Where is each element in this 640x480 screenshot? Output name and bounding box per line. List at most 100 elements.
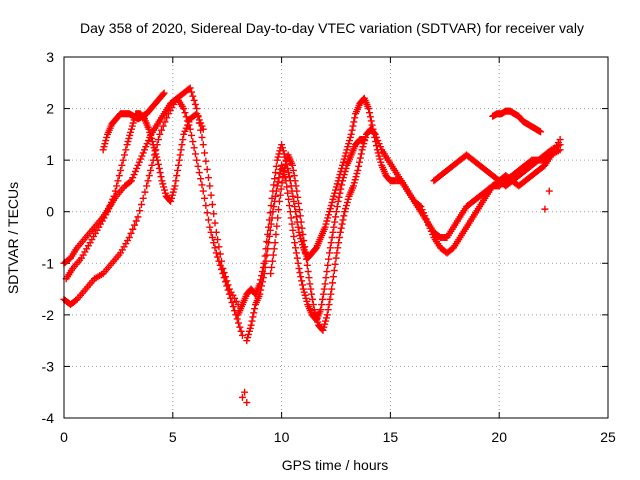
data-point-track-a [203, 209, 211, 217]
data-point-track-e [285, 173, 293, 181]
data-point-track-c [157, 173, 165, 181]
data-point-track-d [101, 140, 109, 148]
data-point-track-c [181, 127, 189, 135]
data-point-track-e [278, 144, 286, 152]
data-point-track-f [306, 280, 314, 288]
data-point-track-c [179, 136, 187, 144]
data-point-track-b [139, 194, 147, 202]
data-point-track-b [191, 100, 199, 108]
data-point-track-a [139, 149, 147, 157]
data-point-track-d [159, 90, 167, 98]
data-point-track-b [223, 277, 231, 285]
data-point-track-f [323, 311, 331, 319]
data-point-track-b [72, 296, 80, 304]
data-point-track-c [173, 172, 181, 180]
data-point-track-e [279, 147, 287, 155]
data-point-track-e [271, 175, 279, 183]
data-point-track-c [151, 147, 159, 155]
data-point-track-e [296, 231, 304, 239]
data-point-isolated [243, 399, 251, 407]
data-point-track-g [317, 306, 325, 314]
data-point-track-f [272, 230, 280, 238]
data-point-track-c [174, 161, 182, 169]
data-point-track-g [272, 187, 280, 195]
data-point-track-e [285, 169, 293, 177]
data-point-track-b [163, 114, 171, 122]
data-point-track-f [340, 212, 348, 220]
data-point-track-c [106, 202, 114, 210]
data-point-track-f [304, 268, 312, 276]
data-point-track-g [327, 239, 335, 247]
data-point-track-b [132, 217, 140, 225]
y-tick-label: 0 [46, 204, 54, 220]
data-point-track-g [342, 164, 350, 172]
data-point-track-e [349, 122, 357, 130]
data-point-track-e [325, 208, 333, 216]
data-point-track-g [246, 324, 254, 332]
data-point-track-g [338, 181, 346, 189]
data-point-track-c [127, 128, 135, 136]
data-point-track-e [327, 202, 335, 210]
data-point-track-c [155, 164, 163, 172]
data-point-track-a [208, 234, 216, 241]
data-point-track-f [370, 129, 378, 137]
data-point-track-c [161, 186, 169, 194]
data-point-track-b [143, 182, 151, 190]
data-point-track-b [136, 207, 144, 215]
data-point-track-c [104, 208, 112, 216]
data-point-track-c [147, 134, 155, 142]
data-point-track-c [197, 119, 205, 127]
data-point-track-e [346, 133, 354, 141]
data-point-track-f [307, 285, 315, 293]
data-point-track-e [291, 203, 299, 211]
data-point-track-g [325, 249, 333, 257]
data-point-track-e [292, 213, 300, 221]
data-point-track-e [289, 192, 297, 200]
data-point-track-f [335, 239, 343, 247]
data-point-track-a [130, 171, 138, 179]
data-point-track-f [288, 161, 296, 169]
data-point-track-g [245, 327, 253, 335]
data-point-track-g [302, 294, 310, 302]
x-tick-label: 15 [383, 429, 399, 445]
data-point-track-e [333, 180, 341, 188]
data-point-track-f [322, 317, 330, 325]
data-point-track-f [336, 228, 344, 236]
data-point-track-a [190, 144, 198, 152]
data-point-track-a [206, 223, 214, 231]
data-point-track-e [290, 197, 298, 205]
data-point-track-g [243, 337, 251, 345]
data-point-track-g [300, 288, 308, 296]
data-point-track-f [271, 239, 279, 247]
data-point-track-b [131, 221, 139, 229]
data-point-track-g [261, 263, 269, 271]
data-point-track-b [137, 200, 145, 208]
data-point-track-c [171, 182, 179, 190]
data-point-isolated [541, 205, 549, 213]
x-tick-label: 0 [60, 429, 68, 445]
data-point-track-f [308, 295, 316, 303]
data-point-track-e [330, 192, 338, 200]
data-point-track-c [172, 177, 180, 185]
x-tick-label: 5 [169, 429, 177, 445]
data-point-track-e [344, 143, 352, 151]
data-point-track-g [256, 290, 264, 298]
data-point-track-b [220, 269, 228, 277]
data-point-track-c [195, 116, 203, 124]
data-point-track-g [289, 226, 297, 234]
data-point-track-g [328, 234, 336, 241]
data-point-track-c [154, 156, 162, 164]
data-point-track-f [273, 222, 281, 230]
data-point-track-f [335, 234, 343, 241]
data-point-track-g [301, 291, 309, 299]
data-point-track-g [251, 305, 259, 313]
data-point-track-a [238, 331, 246, 339]
y-tick-label: -3 [42, 358, 55, 374]
data-point-track-a [194, 162, 202, 170]
data-point-track-c [170, 185, 178, 193]
data-point-track-c [127, 125, 135, 133]
data-point-track-f [328, 285, 336, 293]
data-point-track-g [244, 334, 252, 342]
data-point-track-a [131, 167, 139, 175]
